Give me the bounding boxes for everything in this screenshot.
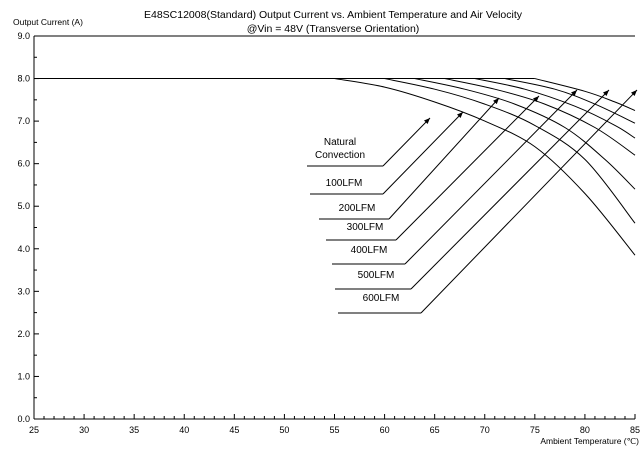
x-tick-label: 30 bbox=[79, 425, 89, 435]
arrow-head bbox=[457, 112, 463, 118]
arrow-head bbox=[631, 90, 637, 96]
annotation-leader bbox=[388, 97, 500, 220]
plot-area bbox=[33, 35, 635, 420]
x-tick-label: 65 bbox=[430, 425, 440, 435]
annotation-label: 300LFM bbox=[347, 222, 384, 233]
arrow-head bbox=[424, 118, 430, 124]
series-curve bbox=[334, 78, 636, 256]
arrow-head bbox=[603, 90, 609, 96]
series-curve bbox=[444, 78, 636, 156]
x-tick-label: 35 bbox=[129, 425, 139, 435]
x-tick-label: 80 bbox=[580, 425, 590, 435]
y-tick-label: 8.0 bbox=[17, 74, 30, 84]
x-axis: 25 30 35 40 45 50 55 60 65 70 75 80 85 bbox=[29, 414, 640, 435]
annotation-label: 500LFM bbox=[358, 270, 395, 281]
y-tick-label: 1.0 bbox=[17, 371, 30, 381]
y-axis: 0.0 1.0 2.0 3.0 4.0 5.0 6.0 7.0 8.0 9.0 bbox=[17, 31, 39, 424]
annotation-leader bbox=[395, 95, 540, 241]
y-tick-label: 6.0 bbox=[17, 159, 30, 169]
annotation-leader bbox=[382, 111, 464, 195]
chart-subtitle: @Vin = 48V (Transverse Orientation) bbox=[247, 23, 420, 35]
y-tick-label: 0.0 bbox=[17, 414, 30, 424]
chart-title: E48SC12008(Standard) Output Current vs. … bbox=[144, 9, 523, 21]
y-tick-label: 3.0 bbox=[17, 286, 30, 296]
annotation-label: 400LFM bbox=[351, 245, 388, 256]
y-axis-label: Output Current (A) bbox=[13, 17, 83, 27]
annotation-group: Natural Convection 100LFM 200LFM 300LFM 400LF… bbox=[307, 89, 638, 314]
series-curve bbox=[384, 78, 636, 224]
y-tick-label: 4.0 bbox=[17, 244, 30, 254]
x-tick-label: 85 bbox=[630, 425, 640, 435]
annotation-label: 100LFM bbox=[326, 178, 363, 189]
x-tick-label: 60 bbox=[380, 425, 390, 435]
annotation-leader bbox=[382, 117, 431, 167]
x-tick-label: 70 bbox=[480, 425, 490, 435]
y-tick-label: 5.0 bbox=[17, 201, 30, 211]
arrow-head bbox=[571, 90, 577, 96]
curve-group bbox=[34, 78, 636, 256]
x-tick-label: 45 bbox=[229, 425, 239, 435]
x-tick-label: 50 bbox=[279, 425, 289, 435]
x-axis-label: Ambient Temperature (℃) bbox=[540, 436, 639, 446]
y-tick-label: 7.0 bbox=[17, 116, 30, 126]
annotation-label: Natural bbox=[324, 137, 356, 148]
series-curve bbox=[414, 78, 636, 190]
x-tick-label: 75 bbox=[530, 425, 540, 435]
x-tick-label: 25 bbox=[29, 425, 39, 435]
x-tick-label: 55 bbox=[329, 425, 339, 435]
series-curve bbox=[504, 78, 636, 124]
annotation-leader bbox=[404, 89, 578, 265]
arrow-head bbox=[493, 98, 499, 105]
annotation-label: 200LFM bbox=[339, 203, 376, 214]
annotation-leader bbox=[420, 89, 638, 314]
y-tick-label: 2.0 bbox=[17, 329, 30, 339]
x-tick-label: 40 bbox=[179, 425, 189, 435]
annotation-label: Convection bbox=[315, 150, 365, 161]
annotation-leader bbox=[410, 89, 610, 290]
annotation-label: 600LFM bbox=[363, 293, 400, 304]
arrow-head bbox=[533, 96, 539, 102]
y-tick-label: 9.0 bbox=[17, 31, 30, 41]
series-curve bbox=[474, 78, 636, 139]
